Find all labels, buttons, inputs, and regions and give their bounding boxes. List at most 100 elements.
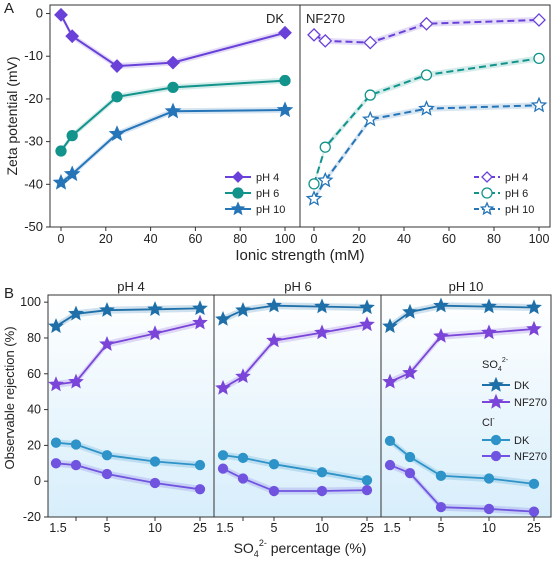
- nf270-band-0: [314, 16, 539, 46]
- ph4-panel-title: pH 4: [117, 279, 144, 294]
- b-y-tick-label-1: 80: [27, 331, 41, 345]
- nf270-legend-ph6: pH 6: [505, 188, 528, 200]
- ph6-x-tick-label-1: 5: [271, 521, 278, 535]
- ph10-x-tick-label-3: 25: [527, 521, 541, 535]
- y-tick-label-2: -20: [24, 91, 43, 106]
- ph6-point-3-4: [361, 484, 373, 496]
- ph10-point-3-4: [528, 506, 540, 517]
- ph4-point-1-3: [147, 325, 163, 341]
- ph10-point-1-1: [402, 364, 418, 380]
- rejection-y-axis-title: Observable rejection (%): [2, 326, 17, 469]
- ph4-x-tick-label-0: 1.5: [49, 521, 66, 535]
- ph4-point-0-3: [147, 301, 163, 316]
- ph10-point-0-2: [433, 297, 449, 313]
- nf270-x-tick-label-3: 60: [442, 232, 456, 246]
- nf270-point-1-0: [308, 178, 320, 190]
- ph10-point-0-4: [526, 299, 542, 315]
- ph6-point-1-3: [314, 324, 330, 340]
- ph4-point-2-4: [194, 459, 206, 471]
- ph6-point-0-2: [266, 297, 282, 313]
- ph6-rejection-series: [215, 297, 375, 497]
- dk-point-2-2: [108, 125, 126, 141]
- nf270-x-tick-label-5: 100: [529, 232, 550, 246]
- ph10-point-1-3: [481, 324, 497, 340]
- legend-cl-title: Cl-: [482, 416, 495, 429]
- dk-point-0-1: [65, 29, 80, 44]
- ph6-point-0-4: [359, 299, 375, 315]
- so4-x-axis-title: SO42- percentage (%): [234, 538, 367, 559]
- ph10-point-0-1: [402, 303, 418, 319]
- ph4-point-3-0: [50, 458, 62, 469]
- b-y-tick-label-2: 60: [27, 367, 41, 381]
- dk-panel-title: DK: [266, 11, 284, 26]
- nf270-point-2-0: [305, 190, 323, 206]
- ph10-point-1-0: [382, 373, 398, 389]
- nf270-point-1-3: [420, 69, 433, 81]
- ph6-x-tick-label-2: 10: [315, 521, 329, 535]
- b-legend-marker-1: [488, 393, 504, 409]
- zeta-y-axis-title: Zeta potential (mV): [4, 56, 20, 175]
- nf270-point-0-4: [532, 13, 546, 27]
- ph10-point-2-3: [483, 473, 495, 484]
- dk-band-2: [61, 107, 285, 186]
- b-y-tick-label-5: 0: [34, 474, 41, 488]
- ph6-point-2-4: [361, 475, 373, 486]
- b-legend-marker-3: [490, 450, 502, 462]
- b-legend-marker-2: [490, 434, 502, 446]
- ph10-point-2-2: [435, 470, 447, 481]
- b-y-tick-label-4: 20: [27, 438, 41, 452]
- dk-point-2-0: [52, 173, 70, 190]
- ph4-point-0-2: [99, 301, 115, 317]
- b-legend-marker-0: [488, 376, 504, 392]
- ph10-point-0-3: [481, 298, 497, 314]
- ph10-x-tick-label-1: 5: [438, 521, 445, 535]
- legend-marker-1: [481, 187, 493, 199]
- dk-point-0-0: [54, 7, 68, 22]
- dk-x-tick-label-0: 0: [58, 232, 65, 246]
- ph10-point-3-2: [435, 502, 447, 513]
- ph4-point-2-1: [70, 439, 82, 450]
- ph10-point-2-1: [404, 451, 416, 463]
- ph10-point-3-3: [483, 503, 495, 515]
- ph6-point-2-2: [268, 459, 280, 470]
- ph6-point-2-3: [316, 467, 328, 478]
- ph6-x-tick-label-3: 25: [360, 521, 374, 535]
- panel-b-ticks: 100 80 60 40 20 0 -20 1.5 5 10 25 1.5 5 10 25 1.5 5 10 25: [20, 295, 541, 535]
- nf270-panel-title: NF270: [306, 11, 345, 26]
- ph10-x-tick-label-2: 10: [482, 521, 496, 535]
- ph10-point-1-4: [526, 320, 542, 336]
- ph6-point-2-0: [217, 450, 229, 461]
- legend-so4-dk: DK: [514, 380, 530, 392]
- dk-point-1-1: [66, 129, 78, 142]
- ph6-point-0-1: [235, 301, 251, 317]
- dk-legend-markers: [225, 171, 251, 216]
- dk-x-tick-label-3: 60: [188, 232, 202, 246]
- dk-point-0-4: [278, 25, 292, 40]
- rejection-legend: SO42- DK NF270 Cl- DK NF270: [482, 357, 547, 463]
- nf270-legend-ph10: pH 10: [505, 204, 534, 216]
- nf270-x-tick-label-1: 20: [352, 232, 366, 246]
- nf270-zeta-series: [305, 13, 548, 206]
- dk-point-2-4: [276, 101, 294, 118]
- legend-marker-2: [479, 201, 495, 216]
- ph10-point-3-0: [384, 459, 396, 471]
- ph4-point-1-2: [99, 335, 115, 351]
- y-tick-label-1: -10: [24, 48, 43, 63]
- nf270-x-tick-label-4: 80: [487, 232, 501, 246]
- ph10-panel-title: pH 10: [449, 279, 484, 294]
- ph10-point-3-1: [404, 467, 416, 479]
- ph4-point-2-2: [101, 450, 113, 461]
- nf270-legend-markers: [474, 171, 500, 216]
- y-tick-label-5: -50: [24, 219, 43, 234]
- nf270-point-0-2: [363, 35, 378, 50]
- ph6-point-1-2: [266, 332, 282, 348]
- panel-b-label: B: [4, 285, 14, 302]
- panel-b-background: [48, 295, 551, 517]
- dk-point-1-3: [167, 81, 179, 94]
- ph4-point-3-2: [101, 468, 113, 480]
- dk-x-tick-label-1: 20: [99, 232, 113, 246]
- legend-marker-0: [481, 171, 493, 183]
- legend-cl-nf270: NF270: [514, 451, 547, 463]
- panel-b-frame: [47, 294, 552, 518]
